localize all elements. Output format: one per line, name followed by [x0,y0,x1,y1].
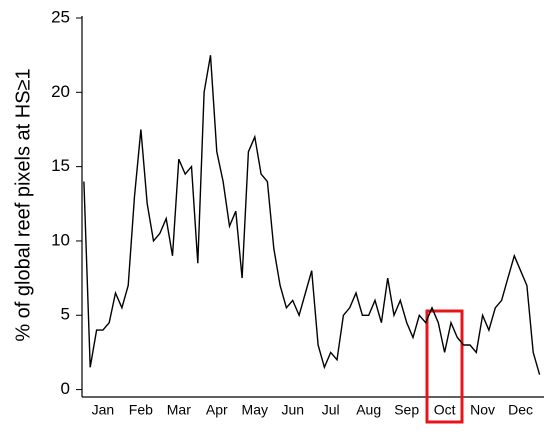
x-tick-label: Dec [508,402,533,418]
y-tick-label: 0 [61,379,70,398]
x-tick-label: Sep [394,402,419,418]
x-tick-label: Feb [129,402,153,418]
x-tick-label: Aug [356,402,381,418]
y-tick-label: 25 [51,7,70,26]
x-tick-label: Mar [167,402,191,418]
y-tick-label: 15 [51,156,70,175]
x-tick-label: Jun [281,402,304,418]
x-tick-label: May [242,402,268,418]
highlight-box [425,309,464,424]
y-tick-label: 5 [61,305,70,324]
x-tick-label: Oct [434,402,456,418]
x-tick-label: Apr [206,402,228,418]
y-axis-label: % of global reef pixels at HS≥1 [12,68,34,341]
x-tick-label: Nov [470,402,495,418]
x-tick-label: Jan [92,402,115,418]
x-tick-label: Jul [322,402,340,418]
y-tick-label: 10 [51,230,70,249]
y-tick-label: 20 [51,82,70,101]
data-line [83,55,541,375]
